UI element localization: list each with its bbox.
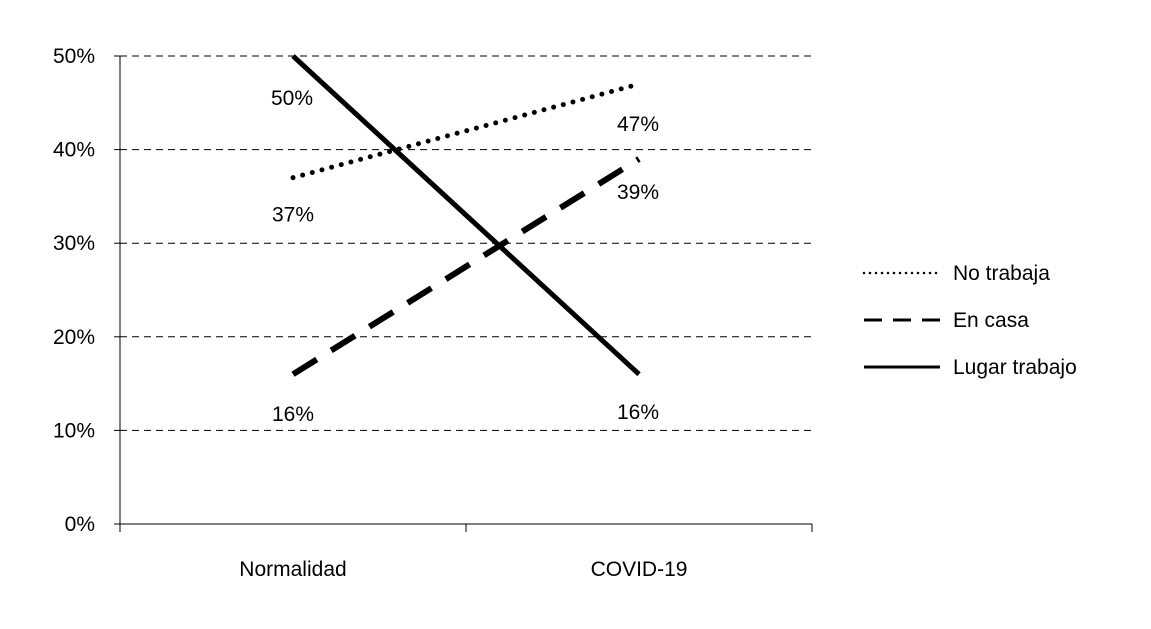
data-labels: 37% 47% 16% 39% 50% 16% xyxy=(271,87,659,426)
y-tick-label: 50% xyxy=(53,45,95,68)
legend-label: Lugar trabajo xyxy=(953,356,1077,379)
series-line-lugar-trabajo xyxy=(291,54,641,377)
gridlines xyxy=(120,55,812,431)
legend: No trabaja En casa Lugar trabajo xyxy=(862,262,1077,379)
data-label: 37% xyxy=(272,204,314,227)
legend-label: No trabaja xyxy=(953,262,1050,285)
data-label: 39% xyxy=(617,181,659,204)
y-tick-label: 0% xyxy=(65,513,95,536)
x-category-label: COVID-19 xyxy=(591,558,688,581)
y-tick-label: 10% xyxy=(53,419,95,442)
series-line-no-trabaja xyxy=(290,81,642,181)
x-category-label: Normalidad xyxy=(239,558,346,581)
y-axis-ticks: 0% 10% 20% 30% 40% 50% xyxy=(53,45,120,536)
data-label: 50% xyxy=(271,87,313,110)
data-label: 16% xyxy=(617,401,659,424)
y-tick-label: 20% xyxy=(53,326,95,349)
axes xyxy=(119,56,812,525)
data-label: 47% xyxy=(617,113,659,136)
legend-label: En casa xyxy=(953,309,1029,332)
series-line-en-casa xyxy=(291,156,641,377)
x-axis-ticks: Normalidad COVID-19 xyxy=(119,524,813,581)
y-tick-label: 30% xyxy=(53,232,95,255)
y-tick-label: 40% xyxy=(53,139,95,162)
data-label: 16% xyxy=(272,403,314,426)
series-lines xyxy=(290,54,642,377)
